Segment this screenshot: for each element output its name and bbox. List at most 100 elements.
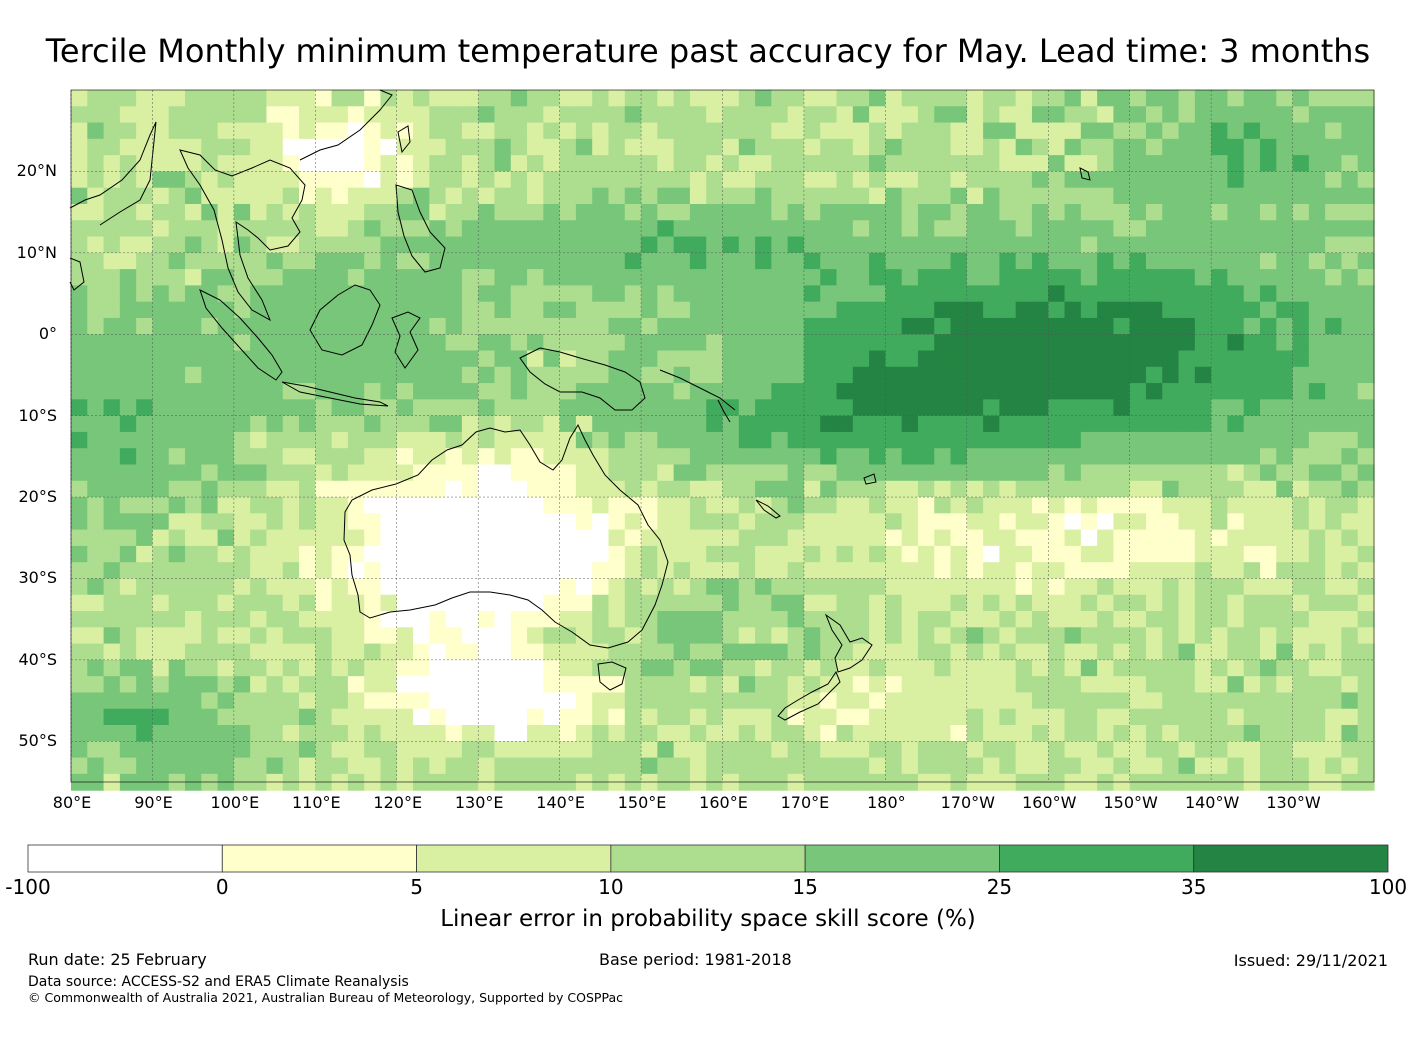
grid-cell [689, 399, 707, 417]
grid-cell [136, 741, 154, 759]
grid-cell [575, 497, 593, 514]
grid-cell [1259, 659, 1277, 677]
grid-cell [1080, 676, 1098, 694]
grid-cell [315, 725, 333, 742]
grid-cell [1162, 383, 1180, 400]
grid-cell [71, 90, 88, 107]
grid-cell [869, 692, 886, 710]
grid-cell [1276, 725, 1294, 742]
grid-cell [1292, 138, 1310, 156]
grid-cell [966, 562, 984, 580]
grid-cell [445, 725, 463, 742]
grid-cell [755, 464, 772, 482]
grid-cell [299, 122, 316, 140]
grid-cell [217, 529, 235, 547]
grid-cell [527, 708, 544, 726]
grid-cell [592, 252, 610, 270]
grid-cell [771, 269, 789, 286]
grid-cell [1048, 187, 1066, 205]
grid-cell [983, 529, 1000, 547]
grid-cell [282, 220, 300, 238]
grid-cell [152, 431, 170, 449]
grid-cell [250, 106, 268, 124]
grid-cell [1097, 366, 1114, 384]
latitude-label: 10°S [18, 405, 57, 425]
grid-cell [641, 708, 658, 726]
grid-cell [233, 692, 251, 710]
grid-cell [983, 643, 1000, 661]
grid-cell [1031, 350, 1049, 368]
grid-cell [787, 155, 805, 173]
grid-cell [1308, 383, 1326, 400]
grid-cell [201, 106, 219, 124]
grid-cell [445, 155, 463, 173]
grid-cell [1178, 350, 1196, 368]
grid-cell [1292, 350, 1310, 368]
grid-cell [233, 545, 251, 563]
grid-cell [706, 220, 724, 238]
grid-cell [1145, 708, 1163, 726]
grid-cell [1048, 285, 1066, 303]
grid-cell [1031, 138, 1049, 156]
grid-cell [168, 90, 186, 107]
grid-cell [87, 513, 105, 531]
grid-cell [608, 448, 626, 466]
grid-cell [201, 562, 219, 580]
grid-cell [852, 741, 870, 759]
grid-cell [1227, 708, 1245, 726]
grid-cell [1243, 220, 1261, 238]
grid-cell [1259, 431, 1277, 449]
grid-cell [331, 578, 349, 596]
grid-cell [380, 594, 398, 612]
grid-cell [885, 659, 903, 677]
grid-cell [347, 317, 365, 335]
india-coastline [69, 121, 157, 226]
grid-cell [592, 497, 610, 514]
grid-cell [119, 203, 137, 221]
grid-cell [1227, 757, 1245, 775]
grid-cell [478, 350, 496, 368]
grid-cell [1113, 252, 1131, 270]
grid-cell [1243, 106, 1261, 124]
grid-cell [803, 90, 821, 107]
grid-cell [1113, 171, 1131, 189]
grid-cell [152, 659, 170, 677]
grid-cell [87, 594, 105, 612]
grid-cell [575, 659, 593, 677]
grid-cell [1178, 383, 1196, 400]
grid-cell [1308, 448, 1326, 466]
grid-cell [787, 252, 805, 270]
grid-cell [429, 203, 447, 221]
grid-cell [103, 627, 121, 645]
grid-cell [1357, 529, 1375, 547]
grid-cell [1259, 594, 1277, 612]
grid-cell [185, 171, 202, 189]
grid-cell [673, 513, 691, 531]
grid-cell [1064, 317, 1082, 335]
grid-cell [1259, 317, 1277, 335]
grid-cell [722, 122, 740, 140]
grid-cell [510, 578, 528, 596]
grid-cell [152, 480, 170, 498]
grid-cell [657, 627, 675, 645]
grid-cell [217, 741, 235, 759]
grid-cell [641, 757, 658, 775]
grid-cell [201, 578, 219, 596]
grid-cell [738, 138, 756, 156]
grid-cell [461, 692, 479, 710]
grid-cell [1048, 643, 1066, 661]
grid-cell [885, 448, 903, 466]
grid-cell [1097, 627, 1114, 645]
grid-cell [1178, 155, 1196, 173]
grid-cell [1227, 529, 1245, 547]
grid-cell [901, 578, 919, 596]
grid-cell [1129, 399, 1147, 417]
grid-cell [771, 676, 789, 694]
grid-cell [917, 529, 935, 547]
grid-cell [1178, 676, 1196, 694]
grid-cell [413, 236, 430, 254]
grid-cell [413, 90, 430, 107]
grid-cell [217, 285, 235, 303]
grid-cell [1292, 513, 1310, 531]
grid-cell [673, 220, 691, 238]
